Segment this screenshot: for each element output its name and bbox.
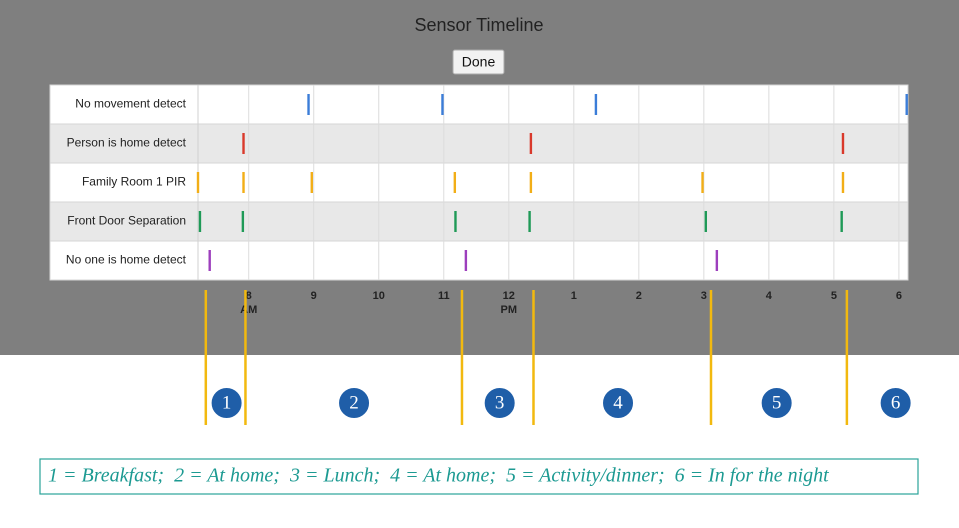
x-tick-label: 5 [831, 290, 837, 302]
event-mark [715, 250, 719, 271]
event-mark [528, 211, 531, 232]
x-tick-label: 4 [766, 290, 773, 302]
button-frame[interactable] [452, 49, 505, 75]
button-label[interactable]: Done [462, 54, 496, 70]
row [49, 123, 909, 164]
event-mark [242, 172, 245, 193]
period-number: 5 [772, 392, 782, 413]
period-badge [482, 386, 517, 420]
event-mark [594, 94, 598, 115]
event-mark [441, 94, 444, 115]
period-number: 6 [891, 392, 901, 413]
row [49, 240, 909, 281]
event-mark [454, 211, 457, 232]
period-badge [601, 386, 636, 420]
event-mark [529, 172, 533, 193]
x-tick-period: PM [501, 304, 518, 316]
event-mark [307, 94, 310, 115]
event-mark [704, 211, 707, 232]
x-tick-label: 9 [311, 290, 317, 302]
row-label: Family Room 1 PIR [82, 175, 186, 189]
event-mark [242, 133, 245, 154]
event-mark [905, 94, 908, 115]
x-tick-label: 12 [503, 290, 515, 302]
row-label: No movement detect [75, 97, 186, 111]
row-label: No one is home detect [66, 253, 187, 267]
period-number: 1 [222, 392, 232, 413]
period-badge [337, 386, 372, 420]
period-badge [209, 386, 244, 420]
event-mark [840, 211, 843, 232]
event-mark [453, 172, 457, 193]
event-mark [241, 211, 245, 232]
event-mark [464, 250, 468, 271]
row-label: Front Door Separation [67, 214, 186, 228]
row [49, 84, 909, 125]
legend-box [39, 458, 919, 495]
event-mark [208, 250, 211, 271]
chart-title: Sensor Timeline [414, 15, 543, 35]
x-tick-label: 6 [896, 290, 902, 302]
period-number: 4 [613, 392, 623, 413]
event-mark [529, 133, 533, 154]
period-badge [759, 386, 794, 420]
event-mark [198, 211, 202, 232]
row-label: Person is home detect [67, 136, 187, 150]
event-mark [701, 172, 704, 193]
x-tick-label: 3 [701, 290, 707, 302]
done-button[interactable]: Done [452, 49, 505, 75]
x-tick-period: AM [240, 304, 257, 316]
event-mark [196, 172, 200, 193]
x-tick-label: 1 [571, 290, 577, 302]
event-mark [841, 172, 845, 193]
legend-text: 1 = Breakfast; 2 = At home; 3 = Lunch; 4… [48, 465, 829, 487]
event-mark [310, 172, 313, 193]
x-tick-label: 10 [373, 290, 385, 302]
x-tick-label: 11 [438, 290, 450, 302]
period-number: 3 [495, 392, 505, 413]
x-tick-label: 8 [246, 290, 252, 302]
x-tick-label: 2 [636, 290, 642, 302]
period-badge [878, 386, 913, 420]
event-mark [841, 133, 845, 154]
period-number: 2 [349, 392, 359, 413]
